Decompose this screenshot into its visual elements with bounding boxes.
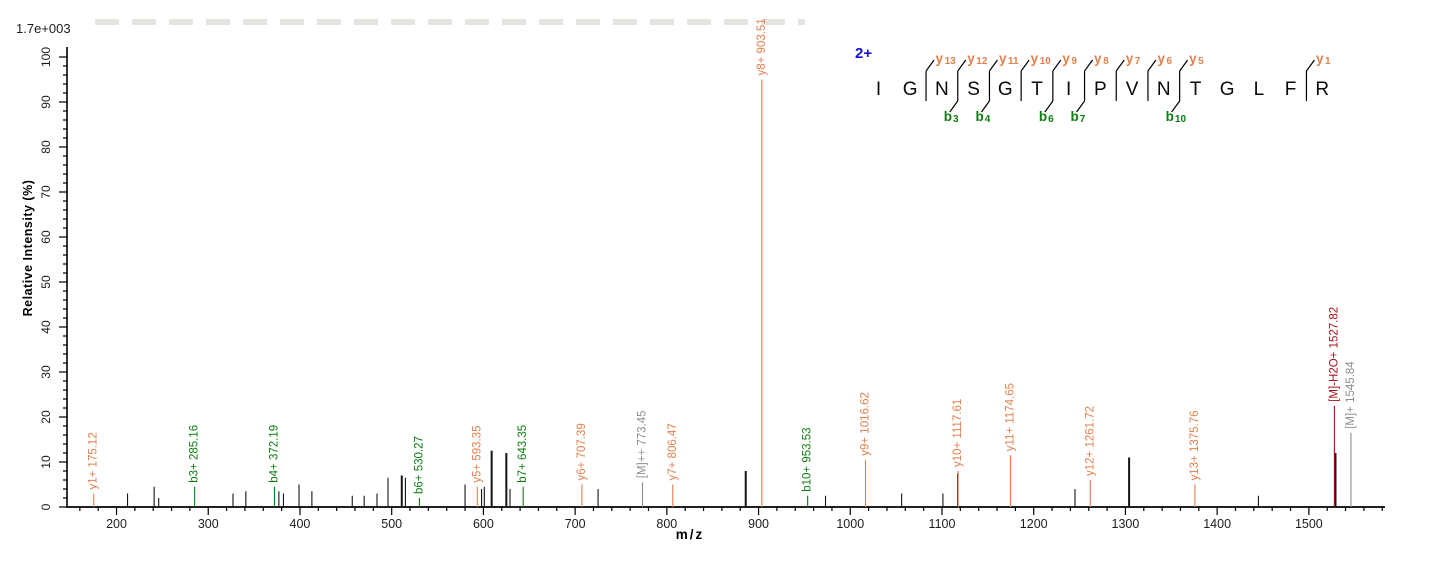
x-tick-label: 1400 [1203,517,1231,531]
y-ion-mark [1052,59,1062,72]
peak-label: y12+ 1261.72 [1084,406,1096,476]
y-tick-label: 50 [39,275,53,289]
x-axis-title: m/z [675,527,705,542]
x-tick-label: 1100 [929,517,956,531]
x-tick-label: 200 [106,517,127,531]
x-tick-label: 400 [290,517,311,531]
y-tick-label: 60 [39,230,53,244]
peak-label: y7+ 806.47 [667,423,679,480]
b-ion-mark [1044,100,1054,113]
b-ion-label: b7 [1071,109,1086,125]
peak-label: b7+ 643.35 [517,425,529,483]
y-ion-mark [957,59,967,72]
peak-label: b10+ 953.53 [802,427,814,491]
sequence-residue: V [1126,79,1139,100]
x-tick-label: 1500 [1295,517,1323,531]
peak-label: y13+ 1375.76 [1189,410,1201,480]
y-tick-label: 0 [39,503,53,510]
peak-label: y5+ 593.35 [471,426,483,483]
b-ion-label: b4 [975,109,990,125]
x-tick-label: 1000 [836,517,864,531]
sequence-residue: I [1066,79,1071,100]
y-tick-label: 30 [39,365,53,379]
y-tick-label: 20 [39,410,53,424]
x-tick-label: 800 [656,517,677,531]
x-tick-label: 900 [748,517,769,531]
x-tick-label: 700 [565,517,586,531]
x-tick-label: 600 [473,517,494,531]
peak-label: [M]+ 1545.84 [1345,361,1357,429]
y-ion-mark [1084,59,1094,72]
sequence-residue: T [1190,79,1202,100]
sequence-residue: R [1315,79,1329,100]
peak-label: b4+ 372.19 [268,425,280,483]
x-tick-label: 1200 [1020,517,1048,531]
y-ion-mark [1147,59,1157,72]
y-ion-label: y 12 [967,51,988,67]
peak-label: y9+ 1016.62 [860,392,872,456]
sequence-residue: T [1031,79,1043,100]
y-ion-label: y 10 [1031,51,1052,67]
x-tick-label: 500 [381,517,402,531]
peak-label: [M]-H2O+ 1527.82 [1328,307,1340,402]
sequence-residue: S [967,79,980,100]
peak-label: [M]++ 773.45 [636,410,648,478]
y-ion-mark [988,59,998,72]
sequence-residue: N [1157,79,1171,100]
b-ion-label: b6 [1039,109,1054,125]
y-ion-mark [925,59,935,72]
y-ion-mark [1115,59,1125,72]
peak-label: y11+ 1174.65 [1004,383,1016,451]
peak-label: b3+ 285.16 [189,425,201,483]
y-tick-label: 80 [39,140,53,154]
b-ion-label: b3 [944,109,959,125]
y-ion-mark [1020,59,1030,72]
intensity-scale-label: 1.7e+003 [16,21,71,36]
y-tick-label: 100 [39,47,53,67]
y-ion-mark [1305,59,1315,72]
y-tick-label: 70 [39,185,53,199]
y-tick-label: 10 [39,455,53,469]
b-ion-mark [949,100,959,113]
peak-label: y6+ 707.39 [576,423,588,480]
peak-label: y8+ 903.51 [756,18,768,75]
y-tick-label: 90 [39,95,53,109]
precursor-charge: 2+ [855,45,873,62]
peak-label: y10+ 1117.61 [952,399,964,467]
y-ion-label: y 11 [999,51,1019,67]
peak-label: b6+ 530.27 [413,436,425,494]
sequence-residue: G [1220,79,1235,100]
x-tick-label: 1300 [1112,517,1140,531]
b-ion-label: b10 [1166,109,1187,125]
sequence-residue: N [935,79,949,100]
b-ion-mark [980,100,990,113]
peak-label: y1+ 175.12 [88,432,100,489]
y-ion-label: y 13 [936,51,957,67]
sequence-residue: P [1094,79,1107,100]
sequence-residue: G [903,79,918,100]
b-ion-mark [1171,100,1181,113]
sequence-residue: F [1285,79,1297,100]
y-tick-label: 40 [39,320,53,334]
sequence-residue: I [876,79,881,100]
sequence-residue: L [1254,79,1265,100]
x-tick-label: 300 [198,517,219,531]
y-ion-mark [1179,59,1189,72]
b-ion-mark [1076,100,1086,113]
sequence-residue: G [998,79,1013,100]
